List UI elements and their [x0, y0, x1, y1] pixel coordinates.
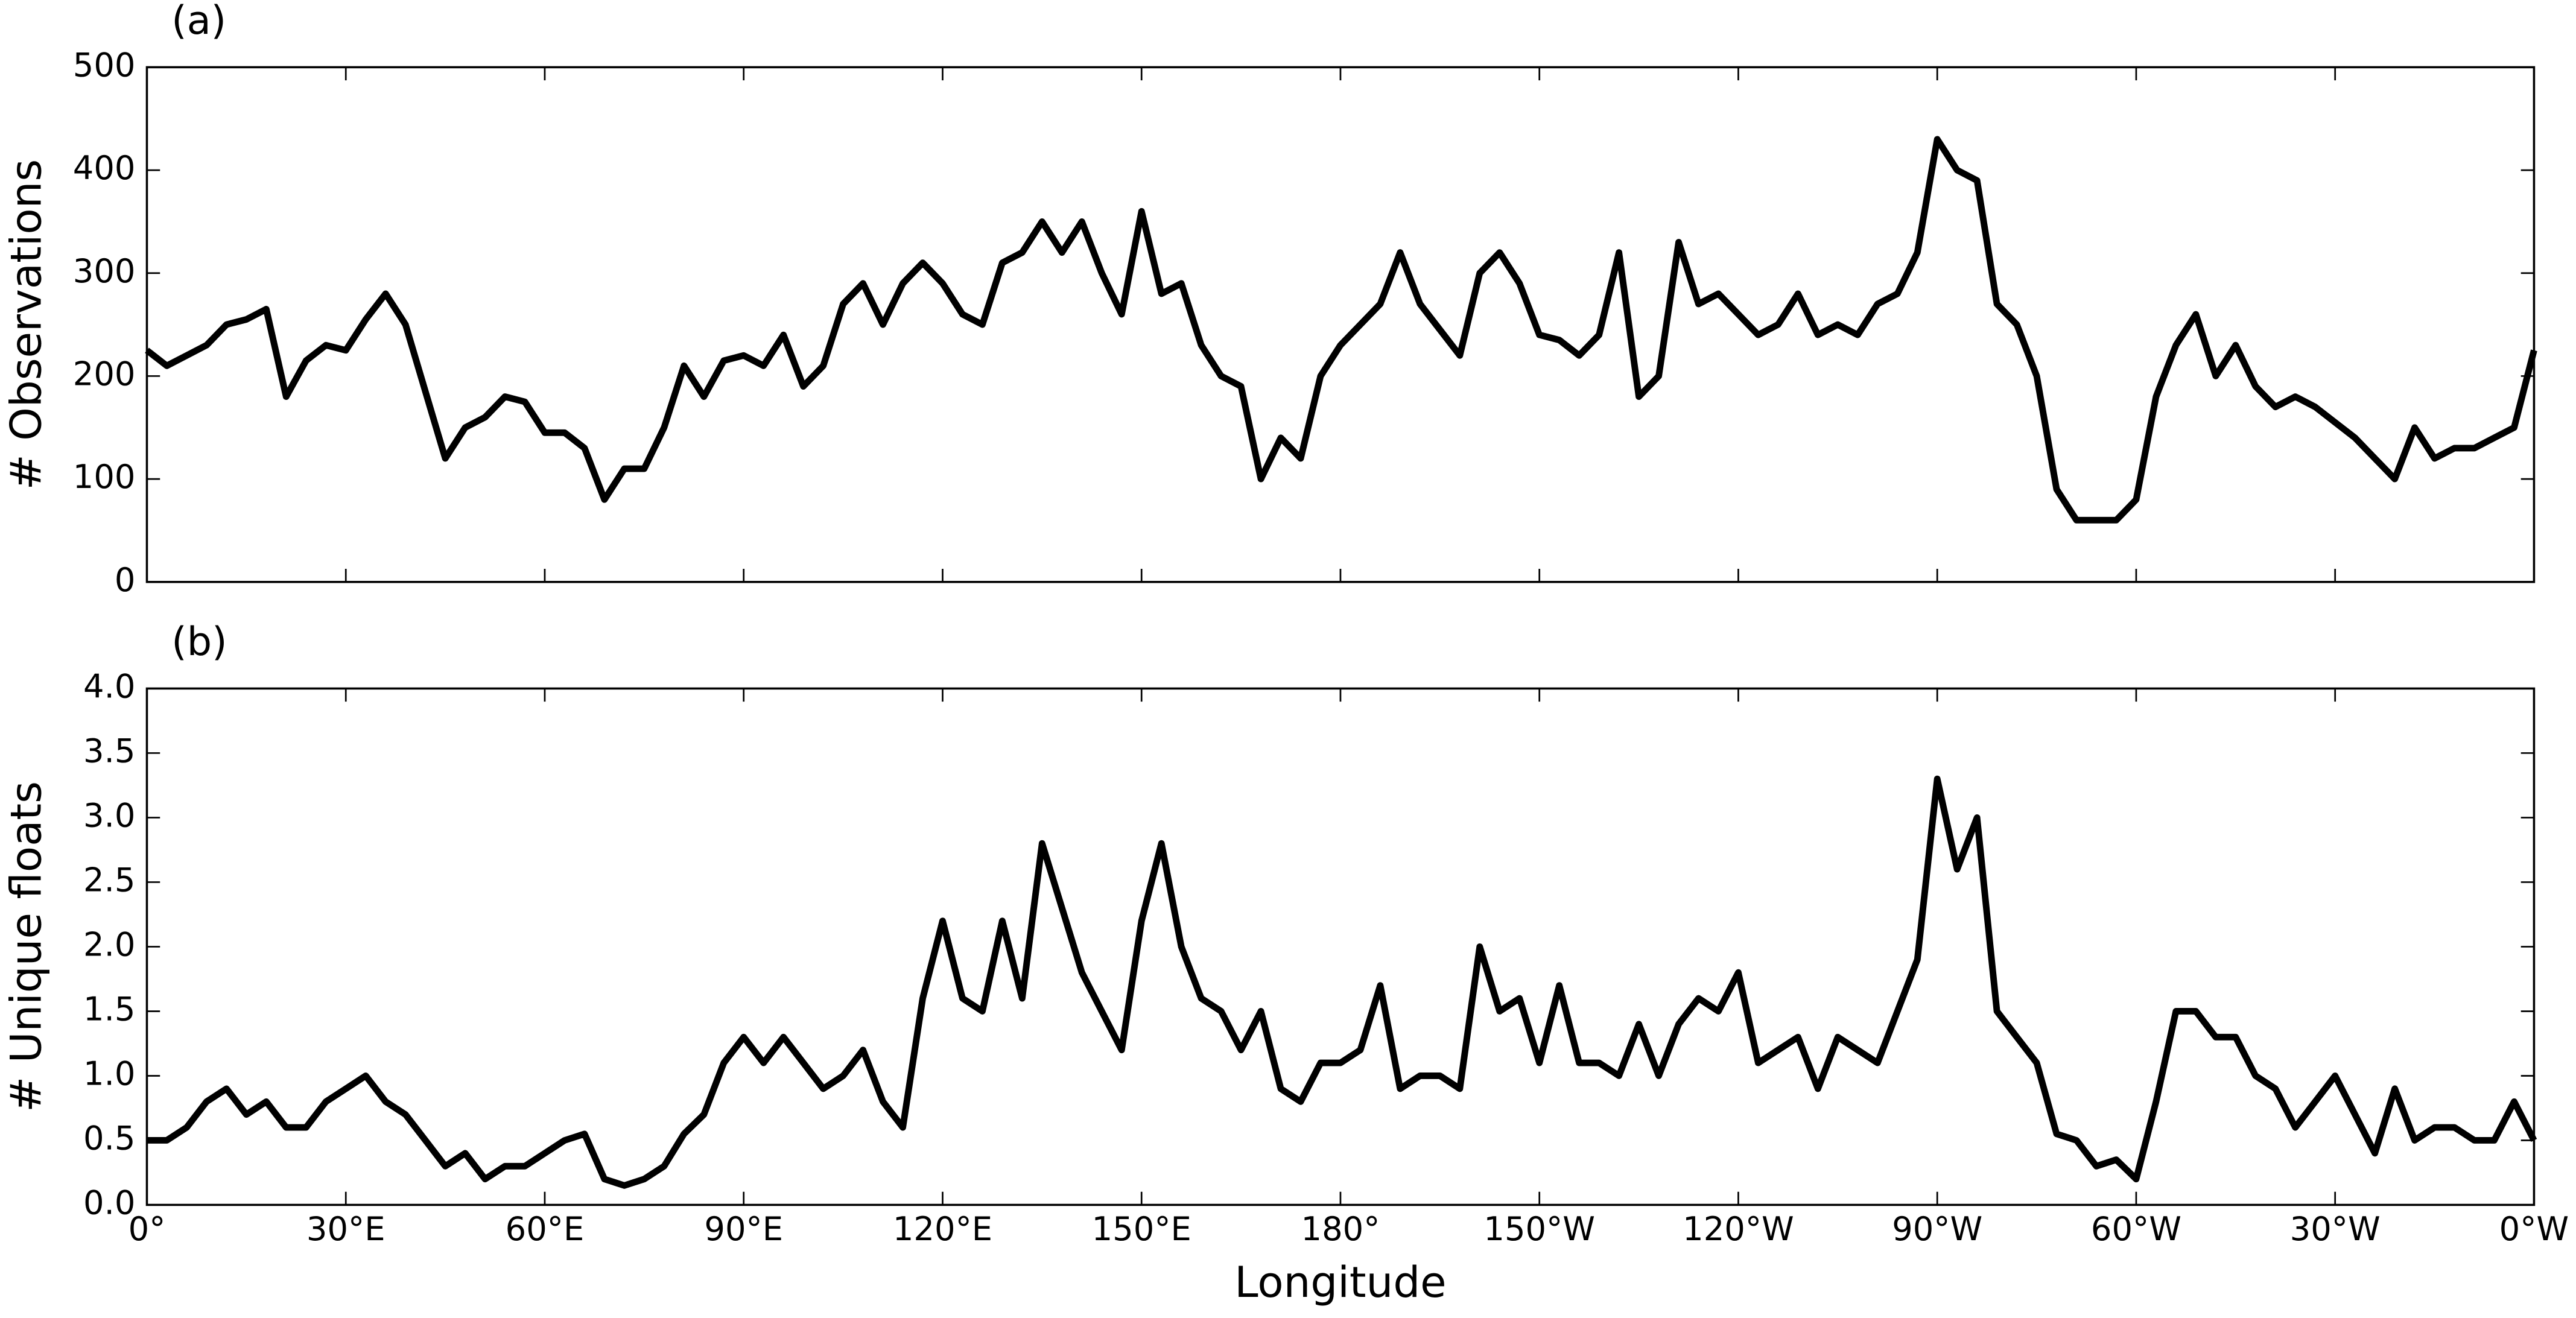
y-tick-label: 100 — [73, 458, 136, 496]
panel-title: (b) — [171, 619, 227, 665]
x-tick-label: 150°E — [1092, 1210, 1191, 1248]
y-axis-label: # Observations — [1, 159, 51, 490]
x-tick-label: 0° — [128, 1210, 166, 1248]
x-tick-label: 60°E — [506, 1210, 585, 1248]
y-tick-label: 400 — [73, 149, 136, 187]
x-tick-label: 120°E — [893, 1210, 992, 1248]
x-tick-label: 180° — [1301, 1210, 1380, 1248]
data-line — [145, 136, 2537, 524]
x-tick-label: 30°E — [306, 1210, 385, 1248]
x-tick-label: 90°W — [1892, 1210, 1982, 1248]
y-tick-label: 300 — [73, 252, 136, 290]
plot-frame — [145, 66, 2536, 583]
y-tick-label: 500 — [73, 46, 136, 84]
y-tick-label: 1.5 — [83, 990, 135, 1028]
y-axis-label: # Unique floats — [1, 781, 51, 1112]
x-axis-label: Longitude — [1234, 1257, 1446, 1307]
plot-frame — [145, 687, 2536, 1206]
x-tick-label: 30°W — [2290, 1210, 2381, 1248]
panel-title: (a) — [171, 0, 226, 43]
x-tick-label: 120°W — [1683, 1210, 1794, 1248]
y-tick-label: 200 — [73, 355, 136, 393]
y-tick-label: 4.0 — [83, 668, 135, 706]
y-tick-label: 2.5 — [83, 861, 135, 899]
x-tick-label: 0°W — [2499, 1210, 2569, 1248]
x-tick-label: 60°W — [2091, 1210, 2181, 1248]
x-tick-label: 150°W — [1483, 1210, 1595, 1248]
y-tick-label: 3.5 — [83, 732, 135, 770]
data-line — [147, 775, 2537, 1189]
y-tick-label: 2.0 — [83, 926, 135, 964]
x-tick-label: 90°E — [704, 1210, 783, 1248]
y-tick-label: 3.0 — [83, 797, 135, 835]
y-tick-label: 0.0 — [83, 1184, 135, 1222]
y-tick-label: 0 — [115, 561, 136, 599]
y-tick-label: 0.5 — [83, 1120, 135, 1158]
y-tick-label: 1.0 — [83, 1055, 135, 1093]
